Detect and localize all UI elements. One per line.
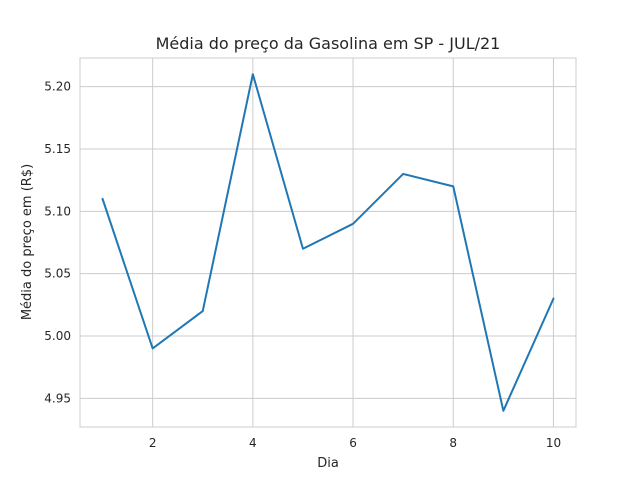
x-tick-label: 6: [349, 436, 357, 450]
y-tick-label: 5.20: [44, 80, 71, 94]
y-tick-label: 5.00: [44, 329, 71, 343]
x-axis-label: Dia: [317, 456, 339, 471]
y-axis-label: Média do preço em (R$): [20, 164, 35, 320]
x-tick-label: 4: [249, 436, 257, 450]
x-tick-label: 8: [449, 436, 457, 450]
y-tick-label: 5.15: [44, 142, 71, 156]
chart-title: Média do preço da Gasolina em SP - JUL/2…: [156, 34, 501, 53]
x-tick-label: 10: [546, 436, 561, 450]
y-tick-label: 5.10: [44, 204, 71, 218]
tick-labels: 2 4 6 8 10 4.95 5.00 5.05 5.10 5.15 5.20: [44, 80, 561, 450]
y-tick-label: 5.05: [44, 267, 71, 281]
x-tick-label: 2: [149, 436, 157, 450]
series-line: [101, 73, 555, 412]
y-tick-label: 4.95: [44, 391, 71, 405]
plot-area-border: [79, 57, 577, 428]
grid: [80, 58, 576, 427]
